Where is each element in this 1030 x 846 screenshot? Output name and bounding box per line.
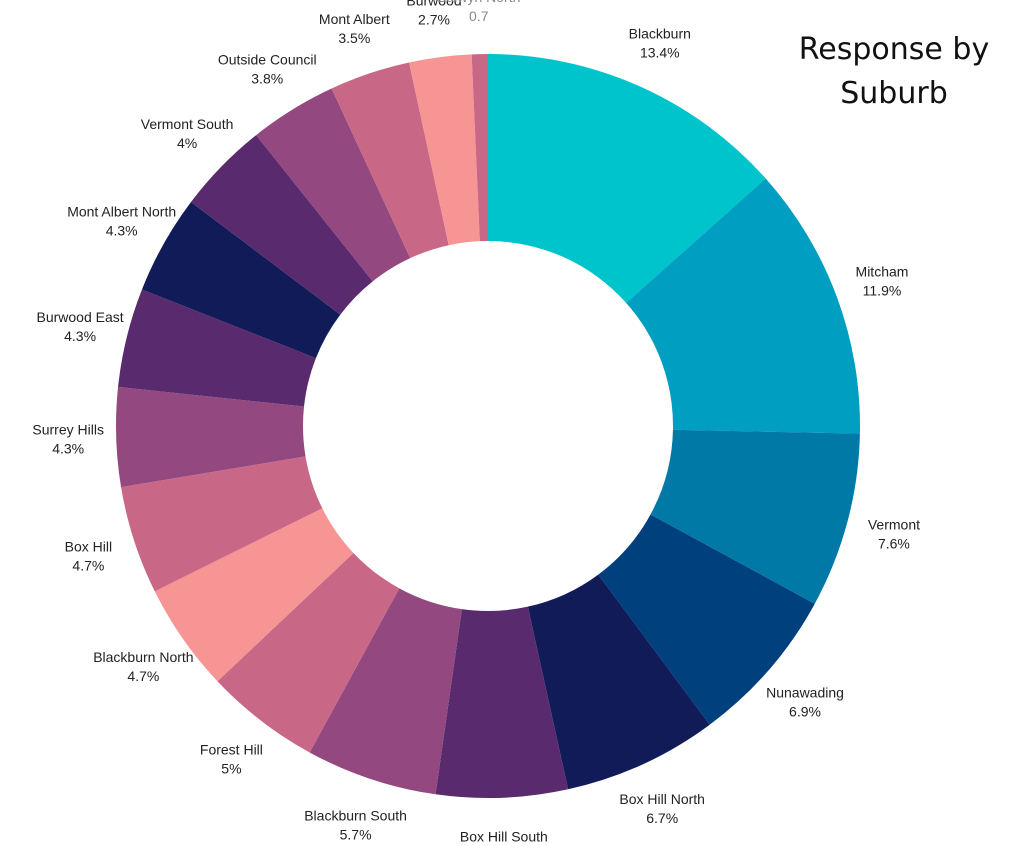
slice-forest-hill (217, 552, 400, 753)
slice-value: 3.5% (338, 30, 370, 46)
slice-name: Surrey Hills (32, 422, 104, 438)
slice-name: Blackburn (629, 26, 691, 42)
slice-value: 4.7% (72, 557, 104, 573)
slice-name: Blackburn South (304, 808, 407, 824)
slice-name: Box Hill South (460, 829, 548, 845)
slice-mont-albert-north (141, 201, 341, 359)
slice-name: Burwood East (37, 309, 124, 325)
slice-value: 11.9% (863, 282, 902, 298)
slice-name: Box Hill North (619, 791, 705, 807)
slice-label-box-hill: Box Hill 4.7% (65, 538, 112, 573)
slice-value: 7.6% (878, 536, 910, 552)
slice-name: Outside Council (218, 52, 317, 68)
slice-outside-council (256, 88, 411, 282)
slice-label-blackburn: Blackburn 13.4% (629, 26, 691, 61)
slice-label-burwood: Burwood 2.7% (406, 0, 461, 27)
slice-value: 6.7% (646, 810, 678, 826)
slice-name: Box Hill (65, 538, 112, 554)
slice-box-hill (121, 456, 323, 592)
slice-name: Blackburn North (93, 649, 193, 665)
slice-label-box-hill-north: Box Hill North 6.7% (619, 791, 705, 826)
slice-label-mont-albert: Mont Albert 3.5% (319, 11, 390, 46)
slice-label-vermont-south: Vermont South 4% (141, 116, 234, 151)
slice-name: Forest Hill (200, 742, 263, 758)
slice-label-vermont: Vermont 7.6% (868, 517, 920, 552)
slice-box-hill-north (527, 574, 710, 790)
slice-value: 4.3% (52, 441, 84, 457)
slice-name: Mitcham (856, 263, 909, 279)
slice-name: Mont Albert North (67, 204, 176, 220)
slice-name: Vermont (868, 517, 920, 533)
slice-label-nunawading: Nunawading 6.9% (766, 684, 844, 719)
slice-balwyn-north (471, 54, 488, 242)
chart-title-line-1: Response by (798, 32, 990, 67)
slice-value: 13.4% (640, 45, 680, 61)
slice-surrey-hills (115, 386, 306, 488)
slice-label-mitcham: Mitcham 11.9% (856, 263, 909, 298)
slice-label-mont-albert-north: Mont Albert North 4.3% (67, 204, 176, 239)
slice-value: 2.7% (418, 11, 450, 27)
slice-label-blackburn-south: Blackburn South 5.7% (304, 808, 407, 843)
slice-label-burwood-east: Burwood East 4.3% (37, 309, 124, 344)
slice-label-forest-hill: Forest Hill 5% (200, 742, 263, 777)
slice-box-hill-south (435, 606, 569, 798)
slice-label-outside-council: Outside Council 3.8% (218, 52, 317, 87)
slice-burwood-east (118, 289, 316, 407)
slice-blackburn (488, 54, 766, 303)
slice-label-surrey-hills: Surrey Hills 4.3% (32, 422, 104, 457)
slice-mitcham (626, 178, 861, 434)
slice-nunawading (598, 514, 815, 725)
slice-value: 3.8% (251, 71, 283, 87)
slice-name: Vermont South (141, 116, 234, 132)
slice-value: 6.9% (789, 703, 821, 719)
slice-burwood (409, 54, 480, 246)
chart-title-line-2: Suburb (840, 76, 948, 111)
slice-name: Nunawading (766, 684, 844, 700)
slice-value: 4% (177, 135, 197, 151)
slice-value: 4.7% (127, 668, 159, 684)
slice-label-balwyn-north: Balwyn North 0.7 (437, 0, 520, 24)
slice-name: Burwood (406, 0, 461, 8)
slice-value: 5.7% (340, 827, 372, 843)
slice-name: Balwyn North (437, 0, 520, 5)
slice-blackburn-north (154, 508, 354, 682)
slice-value: 4.3% (106, 223, 138, 239)
slice-value: 0.7 (469, 8, 489, 24)
slice-vermont-south (191, 135, 373, 315)
slice-name: Mont Albert (319, 11, 390, 27)
slice-value: 5% (221, 761, 241, 777)
slice-vermont (650, 429, 860, 604)
slice-label-blackburn-north: Blackburn North 4.7% (93, 649, 193, 684)
slice-mont-albert (331, 62, 449, 259)
slice-value: 4.3% (64, 328, 96, 344)
slice-blackburn-south (309, 588, 462, 795)
